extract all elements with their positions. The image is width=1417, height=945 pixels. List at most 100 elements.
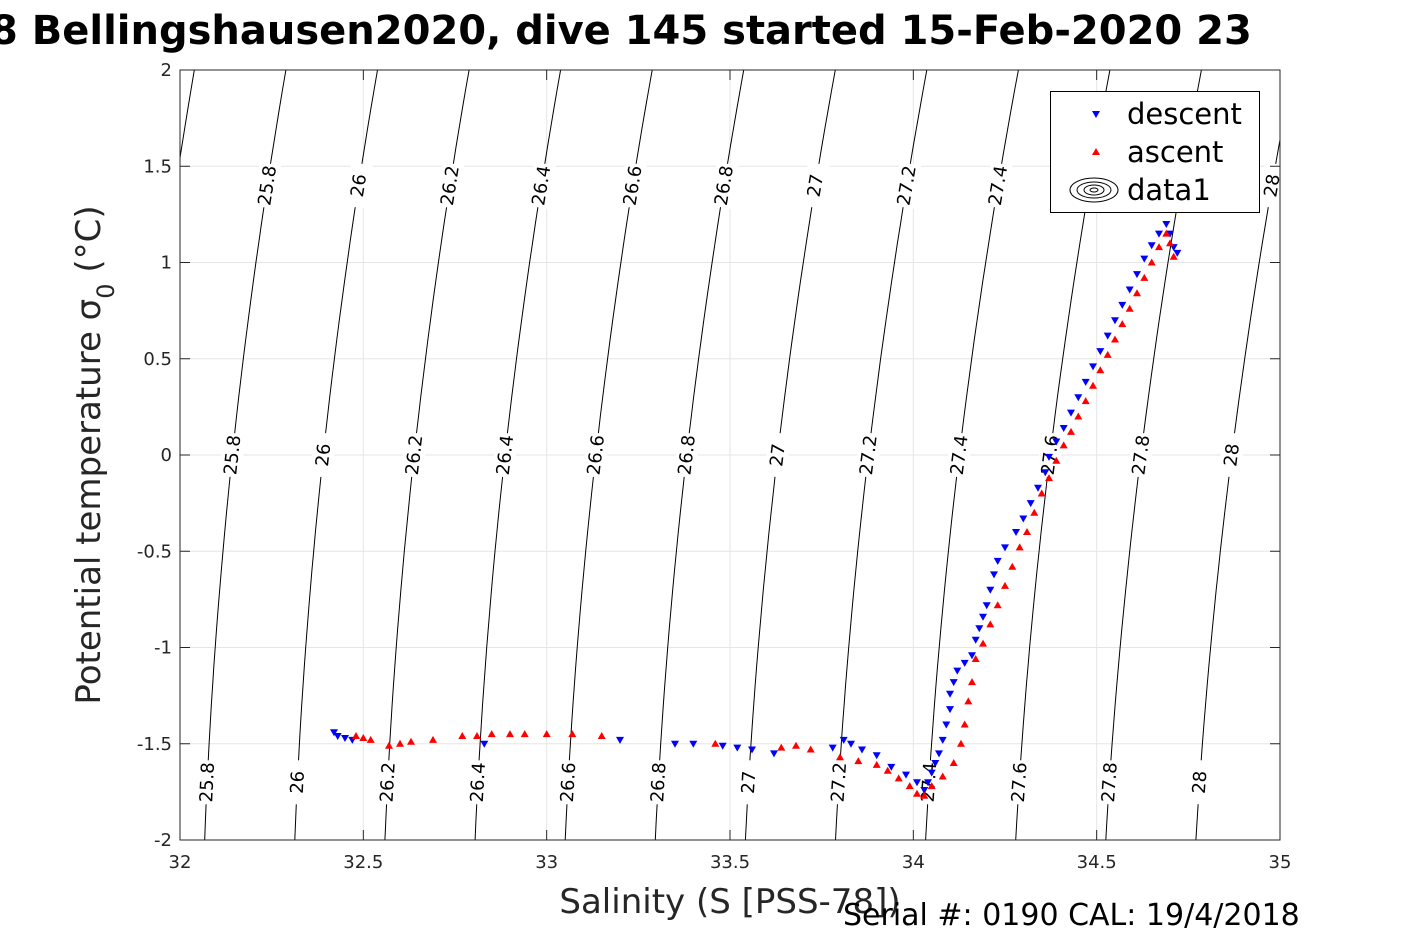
ascent-point bbox=[1140, 273, 1149, 281]
descent-point bbox=[616, 736, 624, 744]
ascent-point bbox=[385, 741, 393, 749]
descent-marker-icon bbox=[1092, 111, 1100, 118]
isopycnal-label-bg bbox=[491, 431, 519, 479]
ascent-point bbox=[960, 720, 969, 728]
isopycnal-label: 26.8 bbox=[645, 759, 671, 805]
descent-point bbox=[718, 742, 727, 750]
ascent-point bbox=[1125, 304, 1134, 312]
isopycnal-label-text: 26.6 bbox=[557, 762, 580, 803]
descent-point bbox=[971, 636, 980, 644]
descent-point bbox=[872, 752, 881, 760]
ascent-point bbox=[927, 782, 936, 790]
ascent-point bbox=[883, 766, 892, 774]
isopycnal-label: 26.2 bbox=[400, 431, 428, 479]
legend-item-descent: descent bbox=[1051, 94, 1259, 132]
descent-point bbox=[689, 740, 698, 748]
isopycnal-label-bg bbox=[1096, 759, 1122, 806]
descent-point bbox=[953, 667, 962, 675]
descent-point bbox=[1026, 500, 1035, 508]
ascent-point bbox=[1169, 252, 1178, 260]
ascent-point bbox=[1081, 397, 1090, 405]
isopycnal-label: 26.6 bbox=[555, 759, 581, 805]
descent-point bbox=[986, 586, 995, 594]
descent-point bbox=[770, 750, 778, 758]
isopycnal-label: 28 bbox=[1257, 161, 1287, 210]
isopycnal-label-text: 26.2 bbox=[376, 762, 399, 803]
isopycnal-label: 25.8 bbox=[195, 759, 220, 805]
descent-point bbox=[1147, 242, 1156, 250]
isopycnal-label: 27 bbox=[736, 759, 761, 805]
isopycnal-label-bg bbox=[1006, 759, 1032, 805]
ascent-point bbox=[1030, 508, 1039, 516]
isopycnal-label-text: 25.8 bbox=[196, 762, 219, 803]
isopycnal-label: 27.4 bbox=[983, 161, 1013, 210]
ascent-point bbox=[1147, 258, 1156, 266]
ascent-point bbox=[473, 732, 481, 739]
isopycnal-label: 26.2 bbox=[375, 759, 400, 805]
descent-point bbox=[733, 744, 742, 752]
isopycnal-label: 27.6 bbox=[1006, 759, 1032, 805]
x-tick-label: 34.5 bbox=[1077, 852, 1117, 873]
isopycnal-label-bg bbox=[218, 431, 246, 479]
ascent-point bbox=[1096, 366, 1105, 374]
descent-point bbox=[887, 763, 896, 771]
ascent-point bbox=[913, 789, 921, 797]
x-tick-label: 33.5 bbox=[710, 852, 750, 873]
ascent-point bbox=[1023, 528, 1031, 535]
isopycnal-label-bg bbox=[344, 162, 373, 209]
descent-point bbox=[979, 613, 987, 621]
descent-point bbox=[1140, 255, 1149, 263]
ascent-point bbox=[487, 730, 496, 738]
ascent-point bbox=[938, 772, 947, 780]
ascent-point bbox=[1067, 427, 1075, 435]
descent-point bbox=[1034, 484, 1042, 492]
x-tick-label: 34 bbox=[902, 852, 925, 873]
isopycnal-label-bg bbox=[1187, 759, 1213, 806]
contour-ellipses-icon bbox=[1069, 177, 1119, 203]
x-tick-label: 32.5 bbox=[343, 852, 383, 873]
isopycnal-label: 26 bbox=[309, 431, 337, 479]
legend-label-descent: descent bbox=[1127, 97, 1242, 131]
descent-point bbox=[847, 740, 855, 748]
descent-point bbox=[1081, 378, 1090, 386]
ascent-point bbox=[1162, 229, 1171, 237]
isopycnal-label: 27.2 bbox=[826, 759, 852, 805]
chart-title: 8 Bellingshausen2020, dive 145 started 1… bbox=[0, 2, 1417, 58]
ascent-point bbox=[894, 774, 903, 782]
y-tick-label: -0.5 bbox=[137, 541, 172, 562]
descent-point bbox=[1074, 394, 1083, 402]
isopycnal-label-text: 26 bbox=[347, 173, 371, 199]
ascent-point bbox=[1074, 412, 1083, 420]
isopycnal-label-text: 28 bbox=[1260, 172, 1285, 198]
descent-point bbox=[1019, 515, 1028, 523]
ascent-point bbox=[777, 743, 786, 751]
isopycnal-label-bg bbox=[673, 431, 701, 479]
descent-point bbox=[946, 690, 954, 698]
ascent-point bbox=[806, 745, 815, 753]
ascent-point bbox=[957, 739, 965, 747]
descent-point bbox=[1096, 348, 1105, 356]
legend-label-data1: data1 bbox=[1127, 173, 1211, 207]
isopycnal-label-text: 25.8 bbox=[254, 164, 281, 207]
isopycnal-label: 28 bbox=[1217, 431, 1246, 479]
descent-point bbox=[924, 779, 932, 787]
descent-point bbox=[927, 769, 936, 777]
isopycnal-label-bg bbox=[582, 431, 610, 479]
isopycnal-label-bg bbox=[1127, 431, 1155, 479]
descent-point bbox=[946, 706, 954, 714]
ascent-point bbox=[1045, 474, 1053, 482]
ascent-point bbox=[1059, 441, 1068, 449]
isopycnal-label: 26.4 bbox=[465, 759, 491, 805]
ascent-point bbox=[542, 730, 551, 738]
ascent-point bbox=[568, 730, 577, 738]
isopycnal-label-bg bbox=[892, 161, 922, 210]
descent-point bbox=[828, 744, 837, 752]
descent-point bbox=[975, 625, 984, 633]
isopycnal-label-text: 27.2 bbox=[828, 762, 852, 803]
isopycnal-label: 25.8 bbox=[218, 431, 246, 479]
y-axis-label: Potential temperature σ0 (°C) bbox=[69, 205, 120, 704]
isopycnal-label-bg bbox=[736, 759, 761, 805]
descent-point bbox=[1155, 230, 1163, 238]
ascent-point bbox=[1118, 320, 1127, 328]
chart-title-text: 8 Bellingshausen2020, dive 145 started 1… bbox=[0, 8, 1252, 54]
